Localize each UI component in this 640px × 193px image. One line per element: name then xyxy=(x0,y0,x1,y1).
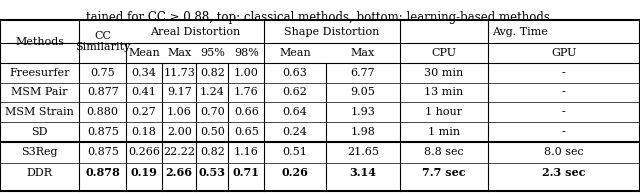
Text: 0.63: 0.63 xyxy=(283,68,307,78)
Text: 0.266: 0.266 xyxy=(128,147,160,157)
Text: -: - xyxy=(562,127,566,137)
Text: 0.24: 0.24 xyxy=(283,127,307,137)
Text: 0.34: 0.34 xyxy=(132,68,156,78)
Text: 0.71: 0.71 xyxy=(233,167,260,178)
Text: 1.98: 1.98 xyxy=(351,127,375,137)
Text: 1.00: 1.00 xyxy=(234,68,259,78)
Text: 21.65: 21.65 xyxy=(347,147,379,157)
Text: -: - xyxy=(562,68,566,78)
Text: 0.26: 0.26 xyxy=(282,167,308,178)
Text: DDR: DDR xyxy=(27,168,52,178)
Text: Max: Max xyxy=(351,48,375,58)
Text: 0.875: 0.875 xyxy=(87,127,118,137)
Text: -: - xyxy=(562,107,566,117)
Text: 1 hour: 1 hour xyxy=(425,107,463,117)
Text: 0.82: 0.82 xyxy=(200,68,225,78)
Text: 2.00: 2.00 xyxy=(167,127,191,137)
Text: 11.73: 11.73 xyxy=(163,68,195,78)
Text: Freesurfer: Freesurfer xyxy=(10,68,70,78)
Text: Avg. Time: Avg. Time xyxy=(492,27,548,37)
Text: 30 min: 30 min xyxy=(424,68,463,78)
Text: Areal Distortion: Areal Distortion xyxy=(150,27,241,37)
Text: 0.75: 0.75 xyxy=(90,68,115,78)
Text: 6.77: 6.77 xyxy=(351,68,375,78)
Text: 0.41: 0.41 xyxy=(132,87,156,97)
Text: 0.66: 0.66 xyxy=(234,107,259,117)
Text: 22.22: 22.22 xyxy=(163,147,195,157)
Text: 0.19: 0.19 xyxy=(131,167,157,178)
Text: 13 min: 13 min xyxy=(424,87,463,97)
Text: 0.51: 0.51 xyxy=(283,147,307,157)
Text: Mean: Mean xyxy=(128,48,160,58)
Text: Methods: Methods xyxy=(15,37,64,47)
Text: 9.05: 9.05 xyxy=(351,87,375,97)
Text: 0.880: 0.880 xyxy=(87,107,119,117)
Text: 1.16: 1.16 xyxy=(234,147,259,157)
Text: GPU: GPU xyxy=(551,48,577,58)
Text: tained for CC ≥ 0.88, top: classical methods, bottom: learning-based methods.: tained for CC ≥ 0.88, top: classical met… xyxy=(86,11,554,24)
Text: MSM Strain: MSM Strain xyxy=(5,107,74,117)
Text: 0.53: 0.53 xyxy=(199,167,226,178)
Text: Shape Distortion: Shape Distortion xyxy=(284,27,380,37)
Text: 0.50: 0.50 xyxy=(200,127,225,137)
Text: 0.27: 0.27 xyxy=(132,107,156,117)
Text: 0.875: 0.875 xyxy=(87,147,118,157)
Text: 2.3 sec: 2.3 sec xyxy=(542,167,586,178)
Text: 2.66: 2.66 xyxy=(166,167,193,178)
Text: S3Reg: S3Reg xyxy=(21,147,58,157)
Text: 1.93: 1.93 xyxy=(351,107,375,117)
Text: 0.877: 0.877 xyxy=(87,87,118,97)
Text: 1 min: 1 min xyxy=(428,127,460,137)
Text: 9.17: 9.17 xyxy=(167,87,191,97)
Text: CPU: CPU xyxy=(431,48,456,58)
Text: 3.14: 3.14 xyxy=(349,167,376,178)
Text: 0.18: 0.18 xyxy=(132,127,156,137)
Text: CC
Similarity: CC Similarity xyxy=(75,31,131,52)
Text: 0.64: 0.64 xyxy=(283,107,307,117)
Text: 7.7 sec: 7.7 sec xyxy=(422,167,466,178)
Text: 8.8 sec: 8.8 sec xyxy=(424,147,464,157)
Text: 95%: 95% xyxy=(200,48,225,58)
Text: SD: SD xyxy=(31,127,48,137)
Text: 0.62: 0.62 xyxy=(283,87,307,97)
Text: -: - xyxy=(562,87,566,97)
Text: 0.82: 0.82 xyxy=(200,147,225,157)
Text: Mean: Mean xyxy=(279,48,311,58)
Text: Max: Max xyxy=(167,48,191,58)
Text: 1.06: 1.06 xyxy=(167,107,191,117)
Text: 8.0 sec: 8.0 sec xyxy=(544,147,584,157)
Text: 0.878: 0.878 xyxy=(85,167,120,178)
Text: 98%: 98% xyxy=(234,48,259,58)
Text: 1.76: 1.76 xyxy=(234,87,259,97)
Text: 0.65: 0.65 xyxy=(234,127,259,137)
Text: MSM Pair: MSM Pair xyxy=(12,87,68,97)
Text: 0.70: 0.70 xyxy=(200,107,225,117)
Text: 1.24: 1.24 xyxy=(200,87,225,97)
